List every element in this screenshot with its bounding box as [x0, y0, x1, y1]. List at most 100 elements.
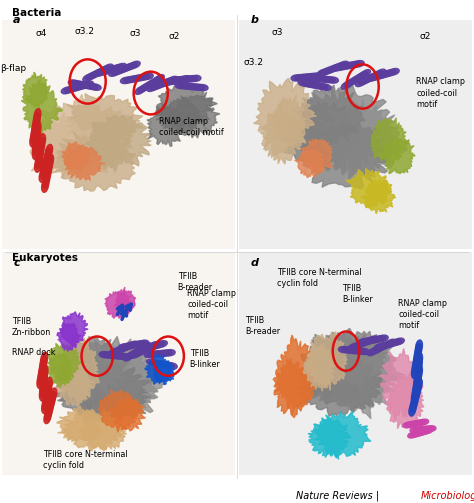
- Ellipse shape: [39, 134, 46, 146]
- Ellipse shape: [358, 78, 368, 85]
- Ellipse shape: [413, 355, 420, 367]
- Ellipse shape: [128, 341, 138, 348]
- Ellipse shape: [380, 71, 390, 77]
- Polygon shape: [156, 98, 201, 132]
- Ellipse shape: [298, 74, 308, 80]
- Ellipse shape: [414, 379, 420, 391]
- Ellipse shape: [318, 76, 328, 82]
- Ellipse shape: [37, 373, 44, 385]
- Polygon shape: [82, 350, 167, 421]
- Polygon shape: [147, 104, 185, 146]
- Ellipse shape: [171, 77, 182, 83]
- Ellipse shape: [191, 84, 201, 90]
- Ellipse shape: [383, 70, 393, 77]
- Polygon shape: [99, 389, 142, 432]
- Polygon shape: [324, 328, 389, 387]
- Ellipse shape: [37, 145, 44, 157]
- Ellipse shape: [291, 75, 301, 81]
- Ellipse shape: [136, 341, 146, 347]
- Polygon shape: [56, 406, 103, 441]
- FancyBboxPatch shape: [2, 20, 235, 249]
- Ellipse shape: [374, 73, 383, 79]
- Ellipse shape: [80, 82, 91, 89]
- Ellipse shape: [40, 375, 47, 387]
- Ellipse shape: [411, 366, 418, 378]
- Ellipse shape: [49, 391, 56, 403]
- FancyBboxPatch shape: [239, 20, 472, 249]
- Ellipse shape: [391, 339, 401, 346]
- Ellipse shape: [61, 87, 72, 94]
- Ellipse shape: [338, 347, 349, 353]
- Ellipse shape: [168, 78, 178, 85]
- Polygon shape: [153, 361, 174, 385]
- Ellipse shape: [408, 422, 417, 427]
- Text: Bacteria: Bacteria: [12, 8, 61, 18]
- Ellipse shape: [39, 363, 46, 375]
- Ellipse shape: [42, 159, 49, 171]
- Polygon shape: [51, 334, 130, 395]
- Ellipse shape: [185, 83, 195, 90]
- Ellipse shape: [155, 361, 165, 367]
- Ellipse shape: [91, 70, 101, 77]
- Ellipse shape: [149, 78, 159, 86]
- Ellipse shape: [117, 346, 127, 352]
- Ellipse shape: [109, 349, 119, 356]
- Ellipse shape: [361, 76, 371, 83]
- Ellipse shape: [91, 84, 101, 91]
- Polygon shape: [58, 410, 122, 451]
- Ellipse shape: [327, 66, 337, 73]
- Ellipse shape: [42, 180, 48, 192]
- Ellipse shape: [370, 74, 380, 80]
- Ellipse shape: [162, 79, 172, 86]
- Ellipse shape: [414, 382, 421, 394]
- Ellipse shape: [138, 340, 149, 347]
- Ellipse shape: [34, 125, 41, 137]
- Polygon shape: [64, 146, 105, 181]
- Ellipse shape: [347, 62, 358, 68]
- Ellipse shape: [121, 65, 131, 71]
- Text: TFIIB
B-reader: TFIIB B-reader: [178, 272, 213, 292]
- Ellipse shape: [350, 348, 361, 354]
- Ellipse shape: [314, 83, 325, 89]
- Text: Microbiology: Microbiology: [420, 491, 474, 501]
- Ellipse shape: [100, 65, 110, 73]
- Ellipse shape: [413, 380, 420, 392]
- Ellipse shape: [168, 77, 178, 83]
- Ellipse shape: [408, 432, 417, 438]
- Polygon shape: [308, 418, 351, 459]
- Ellipse shape: [353, 348, 364, 354]
- Ellipse shape: [410, 427, 419, 433]
- Ellipse shape: [41, 352, 47, 365]
- Ellipse shape: [98, 69, 108, 75]
- Ellipse shape: [157, 341, 167, 347]
- Ellipse shape: [314, 73, 324, 79]
- Ellipse shape: [36, 148, 43, 161]
- Ellipse shape: [47, 154, 54, 166]
- Ellipse shape: [74, 83, 84, 90]
- Text: TFIIB
B-linker: TFIIB B-linker: [342, 284, 373, 304]
- Ellipse shape: [75, 81, 85, 88]
- Ellipse shape: [364, 75, 374, 82]
- Ellipse shape: [411, 393, 419, 405]
- Ellipse shape: [367, 73, 377, 81]
- Ellipse shape: [415, 420, 424, 426]
- Text: RNAP clamp
coiled-coil
motif: RNAP clamp coiled-coil motif: [187, 289, 236, 320]
- Ellipse shape: [46, 377, 52, 390]
- Ellipse shape: [154, 342, 164, 348]
- Ellipse shape: [152, 360, 163, 366]
- Ellipse shape: [165, 350, 175, 356]
- Ellipse shape: [419, 427, 429, 432]
- Ellipse shape: [133, 341, 143, 348]
- Ellipse shape: [41, 371, 47, 384]
- Polygon shape: [156, 81, 217, 130]
- Polygon shape: [254, 78, 316, 155]
- Ellipse shape: [373, 70, 383, 78]
- Ellipse shape: [31, 127, 38, 140]
- Ellipse shape: [114, 353, 124, 359]
- Ellipse shape: [351, 61, 361, 67]
- Polygon shape: [297, 350, 383, 416]
- Polygon shape: [380, 349, 423, 421]
- Polygon shape: [77, 415, 128, 451]
- Polygon shape: [55, 361, 94, 406]
- Text: RNAP clamp
coiled-coil motif: RNAP clamp coiled-coil motif: [159, 117, 224, 137]
